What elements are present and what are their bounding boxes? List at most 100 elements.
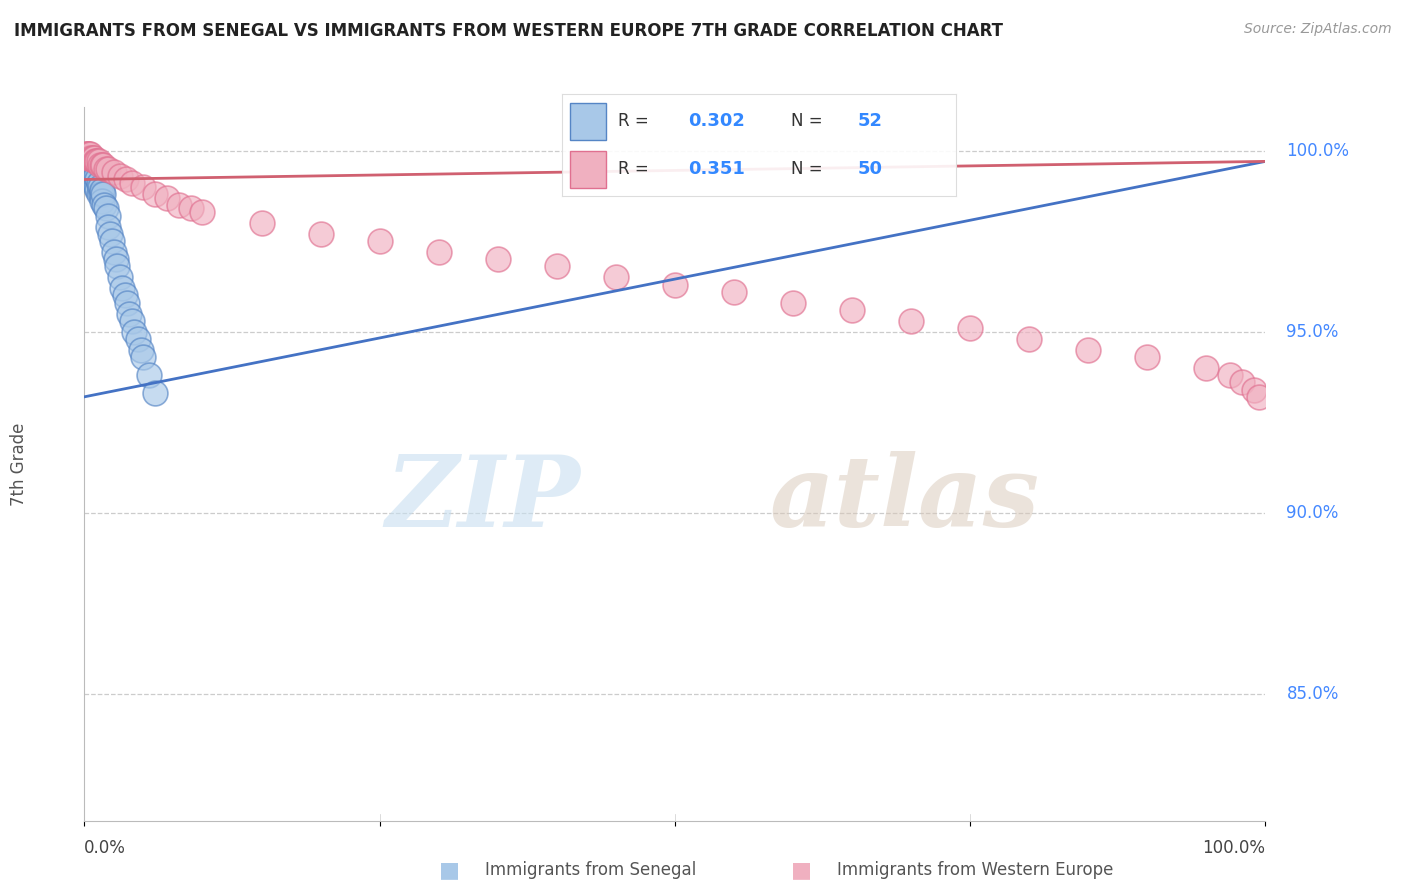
Text: IMMIGRANTS FROM SENEGAL VS IMMIGRANTS FROM WESTERN EUROPE 7TH GRADE CORRELATION : IMMIGRANTS FROM SENEGAL VS IMMIGRANTS FR…: [14, 22, 1002, 40]
Point: [309, 227, 332, 241]
Point: [80, 158, 103, 172]
Point: [1249, 390, 1271, 404]
Point: [89, 179, 111, 194]
Point: [82, 151, 104, 165]
Text: R =: R =: [617, 160, 654, 178]
Point: [83, 172, 105, 186]
Text: 0.302: 0.302: [689, 112, 745, 130]
Point: [98, 227, 121, 241]
Point: [105, 252, 128, 267]
Text: 0.0%: 0.0%: [84, 838, 127, 856]
Point: [250, 216, 273, 230]
Point: [138, 368, 160, 383]
Point: [94, 161, 117, 176]
Point: [103, 244, 125, 259]
Point: [156, 191, 179, 205]
Point: [1195, 360, 1218, 375]
Point: [1018, 332, 1040, 346]
Point: [77, 158, 100, 172]
Text: Immigrants from Western Europe: Immigrants from Western Europe: [837, 861, 1114, 879]
Point: [121, 176, 143, 190]
Point: [76, 147, 98, 161]
Text: R =: R =: [617, 112, 654, 130]
Text: Source: ZipAtlas.com: Source: ZipAtlas.com: [1244, 22, 1392, 37]
Point: [723, 285, 745, 299]
Point: [87, 186, 110, 201]
Point: [80, 151, 103, 165]
Point: [1230, 376, 1253, 390]
Point: [82, 161, 104, 176]
Point: [91, 158, 114, 172]
Point: [959, 321, 981, 335]
Point: [94, 202, 117, 216]
Text: Immigrants from Senegal: Immigrants from Senegal: [485, 861, 696, 879]
Point: [84, 169, 107, 183]
Point: [77, 147, 100, 161]
Text: 52: 52: [858, 112, 883, 130]
Point: [111, 281, 134, 295]
Point: [191, 205, 214, 219]
Point: [86, 154, 108, 169]
Text: 7th Grade: 7th Grade: [10, 422, 28, 506]
Point: [97, 219, 120, 234]
Point: [86, 183, 108, 197]
Point: [77, 158, 100, 172]
Text: 50: 50: [858, 160, 883, 178]
Point: [76, 154, 98, 169]
Text: N =: N =: [790, 112, 828, 130]
Text: N =: N =: [790, 160, 828, 178]
Point: [121, 314, 143, 328]
Point: [546, 260, 568, 274]
Point: [79, 165, 101, 179]
Point: [782, 295, 804, 310]
Point: [167, 198, 190, 212]
Point: [108, 169, 131, 183]
Text: 95.0%: 95.0%: [1286, 323, 1339, 341]
Text: ■: ■: [792, 860, 811, 880]
Text: 0.351: 0.351: [689, 160, 745, 178]
Point: [91, 186, 114, 201]
Point: [77, 161, 100, 176]
Point: [605, 270, 627, 285]
Point: [77, 151, 100, 165]
Point: [132, 179, 155, 194]
Point: [86, 172, 108, 186]
Point: [75, 147, 97, 161]
Point: [77, 154, 100, 169]
Bar: [571, 151, 606, 188]
Text: ZIP: ZIP: [385, 451, 581, 548]
Point: [427, 244, 450, 259]
Point: [87, 176, 110, 190]
Point: [841, 302, 863, 317]
Point: [84, 154, 107, 169]
Text: 100.0%: 100.0%: [1202, 838, 1265, 856]
Point: [77, 161, 100, 176]
Text: ■: ■: [440, 860, 460, 880]
Point: [143, 386, 166, 401]
Point: [118, 306, 141, 320]
Point: [82, 169, 104, 183]
Point: [108, 270, 131, 285]
Point: [1219, 368, 1241, 383]
Point: [84, 176, 107, 190]
Point: [368, 234, 391, 248]
Bar: [571, 103, 606, 140]
Point: [900, 314, 922, 328]
Text: 100.0%: 100.0%: [1286, 142, 1350, 160]
Point: [180, 202, 202, 216]
Point: [89, 158, 111, 172]
Point: [1136, 350, 1159, 364]
Point: [90, 186, 112, 201]
Point: [84, 169, 107, 183]
Point: [100, 234, 122, 248]
Point: [664, 277, 686, 292]
Point: [129, 343, 152, 357]
Point: [83, 165, 105, 179]
Point: [97, 161, 120, 176]
Point: [75, 151, 97, 165]
Point: [77, 147, 100, 161]
Point: [77, 154, 100, 169]
Point: [91, 183, 114, 197]
Point: [91, 158, 114, 172]
Point: [76, 158, 98, 172]
